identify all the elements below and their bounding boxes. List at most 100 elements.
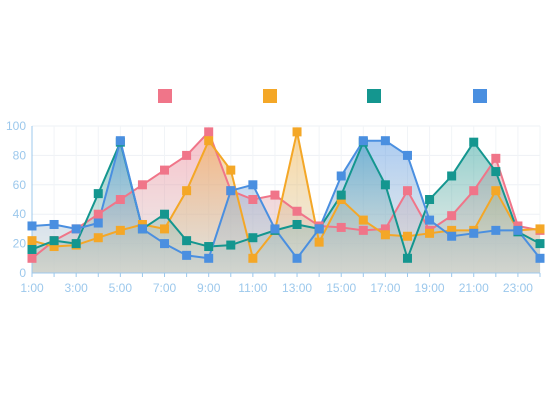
y-tick-label: 100 bbox=[6, 119, 26, 133]
series-3-point[interactable] bbox=[93, 189, 103, 199]
legend-swatch-series-2[interactable] bbox=[263, 89, 277, 103]
series-1-point[interactable] bbox=[358, 225, 368, 235]
series-2-point[interactable] bbox=[314, 237, 324, 247]
series-2-point[interactable] bbox=[160, 224, 170, 234]
series-1-point[interactable] bbox=[380, 224, 390, 234]
x-tick-label: 21:00 bbox=[459, 281, 489, 295]
series-3-point[interactable] bbox=[425, 195, 435, 204]
series-1-point[interactable] bbox=[182, 150, 192, 160]
series-2-point[interactable] bbox=[182, 186, 192, 196]
series-2-point[interactable] bbox=[402, 231, 412, 241]
series-3-point[interactable] bbox=[49, 236, 59, 246]
series-3-point[interactable] bbox=[226, 240, 236, 250]
series-4-point[interactable] bbox=[248, 180, 258, 190]
series-3-point[interactable] bbox=[71, 239, 81, 249]
series-3-point[interactable] bbox=[292, 219, 302, 229]
x-tick-label: 17:00 bbox=[370, 281, 400, 295]
series-1-point[interactable] bbox=[469, 186, 479, 196]
series-4-point[interactable] bbox=[137, 224, 147, 234]
series-3-point[interactable] bbox=[447, 171, 457, 181]
legend-swatch-series-3[interactable] bbox=[367, 89, 381, 103]
series-1-point[interactable] bbox=[137, 180, 147, 190]
series-1-point[interactable] bbox=[248, 195, 258, 204]
series-4-point[interactable] bbox=[160, 239, 170, 249]
y-tick-label: 80 bbox=[13, 148, 27, 162]
series-4-point[interactable] bbox=[71, 224, 81, 234]
y-tick-label: 0 bbox=[19, 266, 26, 280]
series-4-point[interactable] bbox=[182, 250, 192, 260]
data-markers bbox=[27, 127, 545, 263]
series-4-point[interactable] bbox=[447, 231, 457, 241]
series-2-point[interactable] bbox=[27, 236, 37, 246]
series-3-point[interactable] bbox=[380, 180, 390, 190]
legend[interactable] bbox=[158, 89, 487, 103]
series-3-point[interactable] bbox=[402, 253, 412, 263]
series-3-point[interactable] bbox=[27, 244, 37, 254]
series-4-point[interactable] bbox=[292, 253, 302, 263]
series-4-point[interactable] bbox=[402, 150, 412, 160]
series-4-point[interactable] bbox=[491, 225, 501, 235]
axes: 0 20 40 60 80 100 1:00 3:00 5:00 7:00 9:00 11:00 13:… bbox=[6, 119, 541, 295]
legend-swatch-series-1[interactable] bbox=[158, 89, 172, 103]
legend-swatch-series-4[interactable] bbox=[473, 89, 487, 103]
series-4-point[interactable] bbox=[49, 219, 59, 229]
series-2-point[interactable] bbox=[49, 242, 59, 252]
series-3-point[interactable] bbox=[248, 233, 258, 243]
series-4-point[interactable] bbox=[115, 136, 125, 146]
series-3-point[interactable] bbox=[336, 190, 346, 200]
series-3-point[interactable] bbox=[491, 167, 501, 177]
x-tick-label: 13:00 bbox=[282, 281, 312, 295]
series-1-point[interactable] bbox=[491, 153, 501, 163]
series-4-point[interactable] bbox=[226, 186, 236, 196]
x-tick-label: 3:00 bbox=[64, 281, 88, 295]
series-4-point[interactable] bbox=[535, 253, 545, 263]
series-2-point[interactable] bbox=[93, 233, 103, 243]
series-2-point[interactable] bbox=[380, 230, 390, 240]
series-3-point[interactable] bbox=[535, 239, 545, 249]
y-tick-label: 60 bbox=[13, 178, 27, 192]
y-tick-label: 20 bbox=[13, 237, 27, 251]
x-tick-label: 11:00 bbox=[238, 281, 267, 295]
series-4-point[interactable] bbox=[425, 215, 435, 225]
series-2-point[interactable] bbox=[226, 165, 236, 175]
x-tick-label: 9:00 bbox=[197, 281, 221, 295]
series-1-point[interactable] bbox=[402, 186, 412, 196]
series-4-point[interactable] bbox=[270, 224, 280, 234]
y-tick-label: 40 bbox=[13, 207, 27, 221]
series-3-point[interactable] bbox=[204, 242, 214, 252]
series-2-point[interactable] bbox=[535, 224, 545, 234]
x-tick-label: 1:00 bbox=[20, 281, 44, 295]
series-1-point[interactable] bbox=[93, 209, 103, 219]
series-4-point[interactable] bbox=[469, 228, 479, 238]
series-1-point[interactable] bbox=[270, 190, 280, 200]
series-2-point[interactable] bbox=[292, 127, 302, 137]
series-1-point[interactable] bbox=[292, 206, 302, 216]
series-4-point[interactable] bbox=[204, 253, 214, 263]
series-4-point[interactable] bbox=[314, 224, 324, 234]
series-4-point[interactable] bbox=[336, 171, 346, 181]
series-3-point[interactable] bbox=[182, 236, 192, 246]
series-4-point[interactable] bbox=[513, 225, 523, 235]
series-1-point[interactable] bbox=[160, 165, 170, 175]
series-2-point[interactable] bbox=[491, 186, 501, 196]
series-1-point[interactable] bbox=[27, 253, 37, 263]
series-2-point[interactable] bbox=[425, 228, 435, 238]
x-tick-label: 19:00 bbox=[415, 281, 445, 295]
series-2-point[interactable] bbox=[358, 215, 368, 225]
series-3-point[interactable] bbox=[160, 209, 170, 219]
series-4-point[interactable] bbox=[380, 136, 390, 146]
series-1-point[interactable] bbox=[336, 222, 346, 232]
series-1-point[interactable] bbox=[115, 195, 125, 204]
series-2-point[interactable] bbox=[248, 253, 258, 263]
series-2-point[interactable] bbox=[204, 136, 214, 146]
series-3-point[interactable] bbox=[469, 137, 479, 147]
series-4-point[interactable] bbox=[27, 221, 37, 231]
x-tick-label: 15:00 bbox=[326, 281, 356, 295]
series-2-point[interactable] bbox=[447, 225, 457, 235]
series-1-point[interactable] bbox=[447, 211, 457, 221]
series-1-point[interactable] bbox=[204, 127, 214, 137]
series-4-point[interactable] bbox=[93, 218, 103, 228]
series-4-point[interactable] bbox=[358, 136, 368, 146]
series-2-point[interactable] bbox=[115, 225, 125, 235]
